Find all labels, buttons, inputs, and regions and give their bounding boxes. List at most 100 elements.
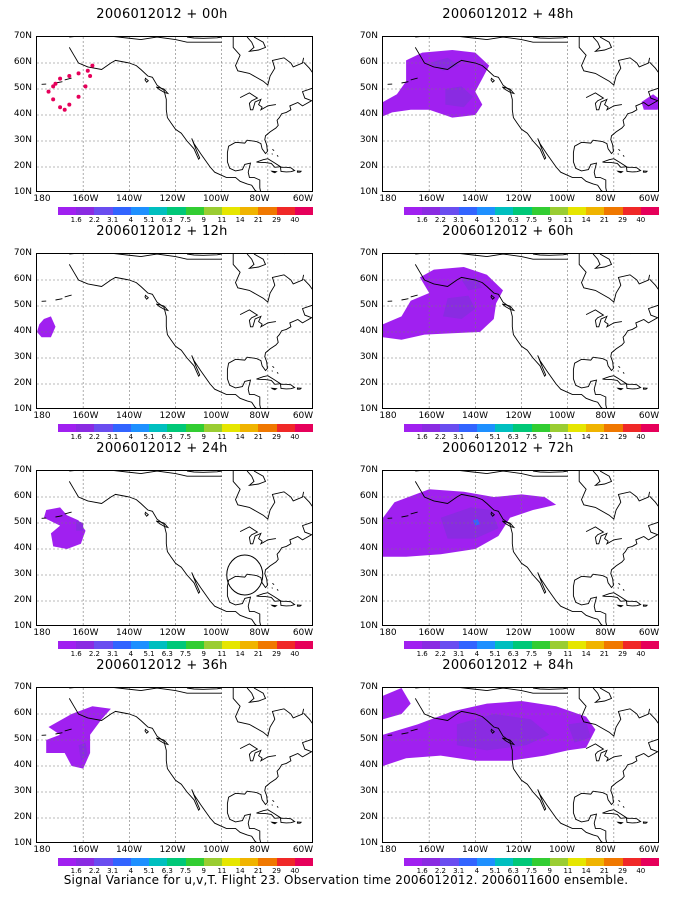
- colorbar-label: 2.2: [434, 650, 446, 658]
- colorbar-label: 7.5: [525, 650, 538, 658]
- x-tick-label: 100W: [202, 194, 230, 204]
- x-tick-label: 60W: [292, 411, 314, 421]
- coastline: [630, 688, 631, 689]
- coastline: [186, 471, 222, 473]
- x-tick-label: 140W: [115, 411, 143, 421]
- island-outline: [625, 166, 642, 173]
- colorbar-label: 2.2: [434, 216, 446, 224]
- y-tick-label: 60N: [359, 57, 378, 67]
- coastline: [585, 309, 622, 328]
- colorbar-label: 6.3: [161, 216, 173, 224]
- colorbar-swatch: [94, 641, 113, 649]
- y-tick-label: 40N: [359, 326, 378, 336]
- colorbar-swatch: [185, 424, 204, 432]
- map-svg: [37, 471, 312, 625]
- colorbar-label: 1.6: [416, 867, 428, 875]
- coastline: [410, 511, 418, 515]
- colorbar-label: 1.6: [70, 216, 82, 224]
- colorbar-swatch: [404, 207, 423, 215]
- coastline: [572, 712, 658, 842]
- island-outline: [256, 375, 282, 385]
- colorbar-swatch: [167, 858, 186, 866]
- colorbar-swatch: [76, 641, 95, 649]
- colorbar-label: 4: [128, 433, 134, 441]
- colorbar-swatch: [185, 641, 204, 649]
- island-outline: [602, 375, 628, 385]
- colorbar-swatch: [94, 424, 113, 432]
- island-outline: [279, 166, 296, 173]
- y-tick-label: 10N: [359, 838, 378, 848]
- colorbar-label: 4: [128, 216, 134, 224]
- colorbar-label: 4: [128, 650, 134, 658]
- coastline: [622, 372, 625, 374]
- colorbar-swatch: [476, 424, 496, 432]
- y-tick-label: 70N: [359, 31, 378, 41]
- colorbar-swatch: [604, 858, 623, 866]
- colorbar-swatch: [531, 424, 550, 432]
- colorbar-label: 14: [581, 433, 591, 441]
- colorbar-label: 11: [563, 216, 573, 224]
- colorbar-label: 2.2: [88, 867, 100, 875]
- flight-track-point: [51, 97, 56, 102]
- x-tick-label: 140W: [461, 194, 489, 204]
- x-tick-label: 60W: [638, 194, 660, 204]
- colorbar-swatch: [404, 858, 423, 866]
- panel-title: 2006012012 + 24h: [96, 441, 228, 456]
- coastline: [246, 254, 267, 269]
- colorbar-label: 5.1: [489, 216, 501, 224]
- colorbar-label: 4: [474, 867, 480, 875]
- colorbar-swatch: [185, 207, 204, 215]
- y-tick-label: 40N: [359, 760, 378, 770]
- coastline: [410, 77, 418, 81]
- coastline: [415, 688, 568, 694]
- coastline: [226, 712, 312, 842]
- x-tick-label: 100W: [548, 628, 576, 638]
- map-svg: [37, 688, 312, 842]
- panel-title: 2006012012 + 36h: [96, 658, 228, 673]
- y-tick-label: 70N: [13, 248, 32, 258]
- colorbar-swatch: [258, 641, 277, 649]
- colorbar-swatch: [203, 858, 222, 866]
- colorbar: [58, 858, 314, 866]
- colorbar-label: 7.5: [179, 650, 192, 658]
- coastline: [401, 732, 409, 735]
- variance-field: [37, 316, 56, 338]
- y-tick-label: 40N: [13, 326, 32, 336]
- variance-field: [445, 86, 473, 108]
- colorbar-swatch: [276, 641, 295, 649]
- coastline: [186, 254, 222, 256]
- colorbar-swatch: [622, 641, 641, 649]
- coastline: [272, 365, 275, 368]
- island-outline: [602, 592, 628, 602]
- coastline: [618, 582, 621, 585]
- island-outline: [156, 303, 170, 312]
- colorbar-label: 11: [217, 867, 227, 875]
- x-tick-label: 80W: [249, 194, 270, 204]
- coastline: [276, 806, 279, 808]
- variance-field: [443, 295, 476, 319]
- flight-track-point: [76, 94, 81, 99]
- map-plot-area: [382, 253, 659, 409]
- colorbar-label: 6.3: [507, 433, 519, 441]
- colorbar-label: 1.6: [70, 433, 82, 441]
- y-tick-label: 50N: [13, 83, 32, 93]
- coastline: [585, 526, 622, 545]
- coastline: [630, 37, 631, 38]
- x-tick-label: 160W: [72, 628, 99, 638]
- flight-track-point: [67, 102, 72, 107]
- y-tick-label: 70N: [359, 682, 378, 692]
- x-tick-label: 60W: [292, 628, 314, 638]
- coastline: [232, 37, 305, 86]
- coastline: [414, 264, 603, 408]
- flight-track-point: [88, 74, 93, 78]
- y-tick-label: 20N: [13, 595, 32, 605]
- colorbar-swatch: [495, 858, 514, 866]
- colorbar-label: 5.1: [143, 433, 155, 441]
- x-tick-label: 140W: [115, 845, 143, 855]
- island-outline: [616, 387, 624, 391]
- coastline: [239, 92, 276, 111]
- colorbar-swatch: [94, 207, 113, 215]
- colorbar-swatch: [531, 641, 550, 649]
- x-tick-label: 100W: [202, 628, 230, 638]
- colorbar-label: 1.6: [416, 650, 428, 658]
